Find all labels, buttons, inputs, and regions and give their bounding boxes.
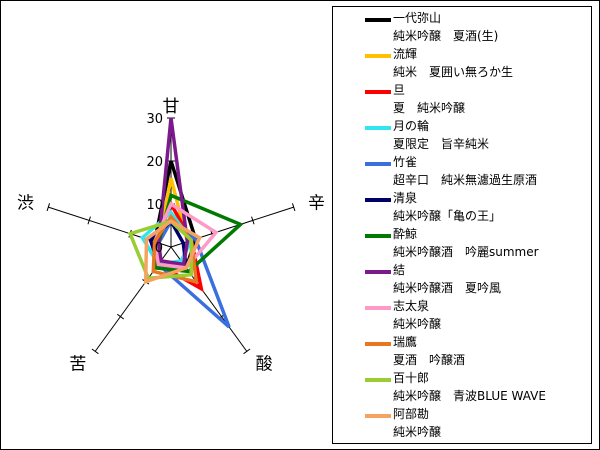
axis-tick-mark: [116, 313, 124, 320]
tick-label: 30: [146, 112, 163, 127]
legend-series-name: 瑞鷹: [393, 335, 418, 349]
legend-series-name: 清泉: [393, 191, 418, 205]
legend-entry: 一代弥山純米吟醸 夏酒(生): [333, 11, 591, 47]
legend-series-name: 竹雀: [393, 155, 418, 169]
legend-series-name: 旦: [393, 83, 406, 97]
legend-series-subtitle: 純米吟醸「亀の王」: [393, 209, 502, 223]
legend-series-subtitle: 夏 純米吟醸: [393, 101, 466, 115]
axis-tick-mark: [91, 348, 99, 355]
legend-entry: 旦夏 純米吟醸: [333, 83, 591, 119]
tick-label: 20: [146, 155, 163, 170]
legend-swatch: [365, 90, 391, 94]
legend: 一代弥山 純米吟醸 夏酒(生) 流輝 純米 夏囲い無ろか生旦夏 純米吟醸 月の輪 夏限定 …: [332, 6, 592, 444]
series-line-7: [156, 117, 190, 267]
legend-entry: 結純米吟醸酒 夏吟風: [333, 263, 591, 299]
legend-entry: 志太泉 純米吟醸: [333, 299, 591, 335]
tick-label: 10: [146, 198, 163, 213]
radar-axes: [46, 117, 296, 355]
legend-swatch: [365, 126, 391, 130]
legend-series-subtitle: 純米吟醸 青波BLUE WAVE: [393, 389, 546, 403]
axis-tick-mark: [291, 203, 296, 212]
legend-swatch: [365, 54, 391, 58]
legend-series-name: 志太泉: [393, 299, 430, 313]
legend-entry: 月の輪夏限定 旨辛純米: [333, 119, 591, 155]
legend-swatch: [365, 270, 391, 274]
radar-series: [127, 117, 244, 329]
axis-tick-mark: [87, 216, 91, 225]
legend-entry: 竹雀超辛口 純米無濾過生原酒: [333, 155, 591, 191]
axis-label-3: 苦: [69, 354, 86, 374]
legend-swatch: [365, 162, 391, 166]
legend-entry: 百十郎純米吟醸 青波BLUE WAVE: [333, 371, 591, 407]
axis-label-1: 辛: [308, 194, 325, 214]
axis-label-4: 渋: [17, 194, 34, 214]
legend-series-subtitle: 純米 夏囲い無ろか生: [393, 65, 514, 79]
axis-label-0: 甘: [163, 97, 180, 117]
axis-tick-mark: [46, 203, 51, 212]
legend-entry: 阿部勘 純米吟醸: [333, 407, 591, 443]
legend-entry: 瑞鷹 夏酒 吟醸酒: [333, 335, 591, 371]
series-line-11: [143, 219, 202, 285]
legend-swatch: [365, 414, 391, 418]
legend-series-name: 百十郎: [393, 371, 430, 385]
legend-entry: 流輝純米 夏囲い無ろか生: [333, 47, 591, 83]
legend-swatch: [365, 234, 391, 238]
series-line-10: [127, 219, 194, 281]
legend-series-subtitle: 超辛口 純米無濾過生原酒: [393, 173, 538, 187]
legend-series-name: 結: [393, 263, 406, 277]
legend-series-subtitle: 純米吟醸酒 夏吟風: [393, 281, 502, 295]
legend-series-subtitle: 純米吟醸 夏酒(生): [393, 29, 499, 43]
legend-series-subtitle: 夏酒 吟醸酒: [393, 353, 466, 367]
legend-swatch: [365, 18, 391, 22]
legend-swatch: [365, 342, 391, 346]
legend-series-subtitle: 純米吟醸: [393, 317, 442, 331]
legend-series-name: 流輝: [393, 47, 418, 61]
axis-tick-mark: [243, 348, 251, 355]
axis-tick-mark: [251, 216, 255, 225]
legend-swatch: [365, 378, 391, 382]
legend-entry: 清泉純米吟醸「亀の王」: [333, 191, 591, 227]
legend-series-name: 酔鯨: [393, 227, 418, 241]
legend-series-name: 月の輪: [393, 119, 430, 133]
legend-series-subtitle: 夏限定 旨辛純米: [393, 137, 490, 151]
legend-swatch: [365, 306, 391, 310]
legend-entry: 酔鯨純米吟醸酒 吟麗summer: [333, 227, 591, 263]
legend-series-name: 一代弥山: [393, 11, 442, 25]
legend-series-subtitle: 純米吟醸酒 吟麗summer: [393, 245, 539, 259]
legend-series-name: 阿部勘: [393, 407, 430, 421]
tick-label: 0: [155, 241, 163, 256]
axis-label-2: 酸: [256, 354, 273, 374]
legend-swatch: [365, 198, 391, 202]
legend-series-subtitle: 純米吟醸: [393, 425, 442, 439]
